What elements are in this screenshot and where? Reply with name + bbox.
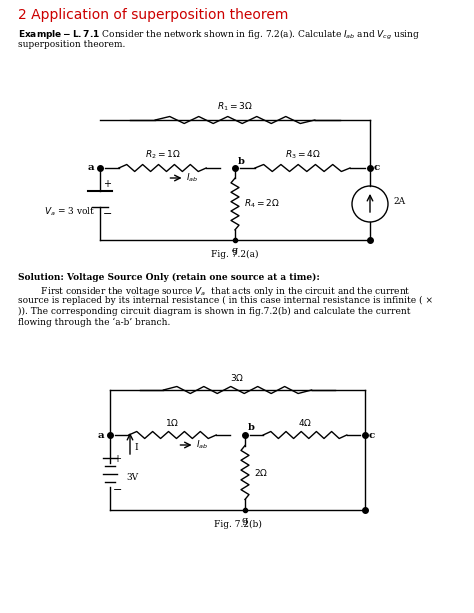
Text: a: a bbox=[87, 164, 94, 172]
Text: $R_4=2\Omega$: $R_4=2\Omega$ bbox=[244, 198, 280, 210]
Text: $I_{ab}$: $I_{ab}$ bbox=[186, 172, 199, 185]
Text: I: I bbox=[134, 443, 137, 452]
Text: 2A: 2A bbox=[393, 197, 405, 205]
Text: )). The corresponding circuit diagram is shown in fig.7.2(b) and calculate the c: )). The corresponding circuit diagram is… bbox=[18, 307, 410, 316]
Text: 3V: 3V bbox=[126, 473, 138, 482]
Text: Solution: Voltage Source Only (retain one source at a time):: Solution: Voltage Source Only (retain on… bbox=[18, 273, 320, 282]
Text: flowing through the ‘a-b’ branch.: flowing through the ‘a-b’ branch. bbox=[18, 318, 170, 327]
Text: Fig. 7.2(a): Fig. 7.2(a) bbox=[211, 250, 259, 259]
Text: a: a bbox=[97, 430, 104, 440]
Text: $1\Omega$: $1\Omega$ bbox=[165, 417, 180, 428]
Text: 2 Application of superposition theorem: 2 Application of superposition theorem bbox=[18, 8, 288, 22]
Text: First consider the voltage source $V_a$  that acts only in the circuit and the c: First consider the voltage source $V_a$ … bbox=[18, 285, 410, 298]
Text: $2\Omega$: $2\Omega$ bbox=[254, 467, 268, 478]
Text: $R_2=1\Omega$: $R_2=1\Omega$ bbox=[145, 148, 181, 161]
Text: +: + bbox=[113, 454, 121, 463]
Text: c: c bbox=[374, 164, 380, 172]
Text: −: − bbox=[103, 209, 112, 219]
Text: b: b bbox=[248, 424, 255, 433]
Text: $V_a$ = 3 volt: $V_a$ = 3 volt bbox=[44, 206, 95, 218]
Text: source is replaced by its internal resistance ( in this case internal resistance: source is replaced by its internal resis… bbox=[18, 296, 433, 305]
Text: +: + bbox=[103, 179, 111, 189]
Text: g: g bbox=[232, 246, 238, 255]
Text: b: b bbox=[238, 156, 245, 166]
Text: $\mathbf{Example- L.7.1}$ Consider the network shown in fig. 7.2(a). Calculate $: $\mathbf{Example- L.7.1}$ Consider the n… bbox=[18, 28, 420, 42]
Text: c: c bbox=[369, 430, 375, 440]
Text: g: g bbox=[242, 516, 248, 525]
Text: $3\Omega$: $3\Omega$ bbox=[230, 372, 245, 383]
Text: $R_1=3\Omega$: $R_1=3\Omega$ bbox=[217, 101, 253, 113]
Text: $I_{ab}$: $I_{ab}$ bbox=[197, 439, 209, 451]
Text: −: − bbox=[113, 484, 122, 495]
Text: $4\Omega$: $4\Omega$ bbox=[298, 417, 312, 428]
Text: $R_3=4\Omega$: $R_3=4\Omega$ bbox=[284, 148, 320, 161]
Text: superposition theorem.: superposition theorem. bbox=[18, 40, 126, 49]
Text: Fig. 7.2(b): Fig. 7.2(b) bbox=[214, 520, 262, 529]
